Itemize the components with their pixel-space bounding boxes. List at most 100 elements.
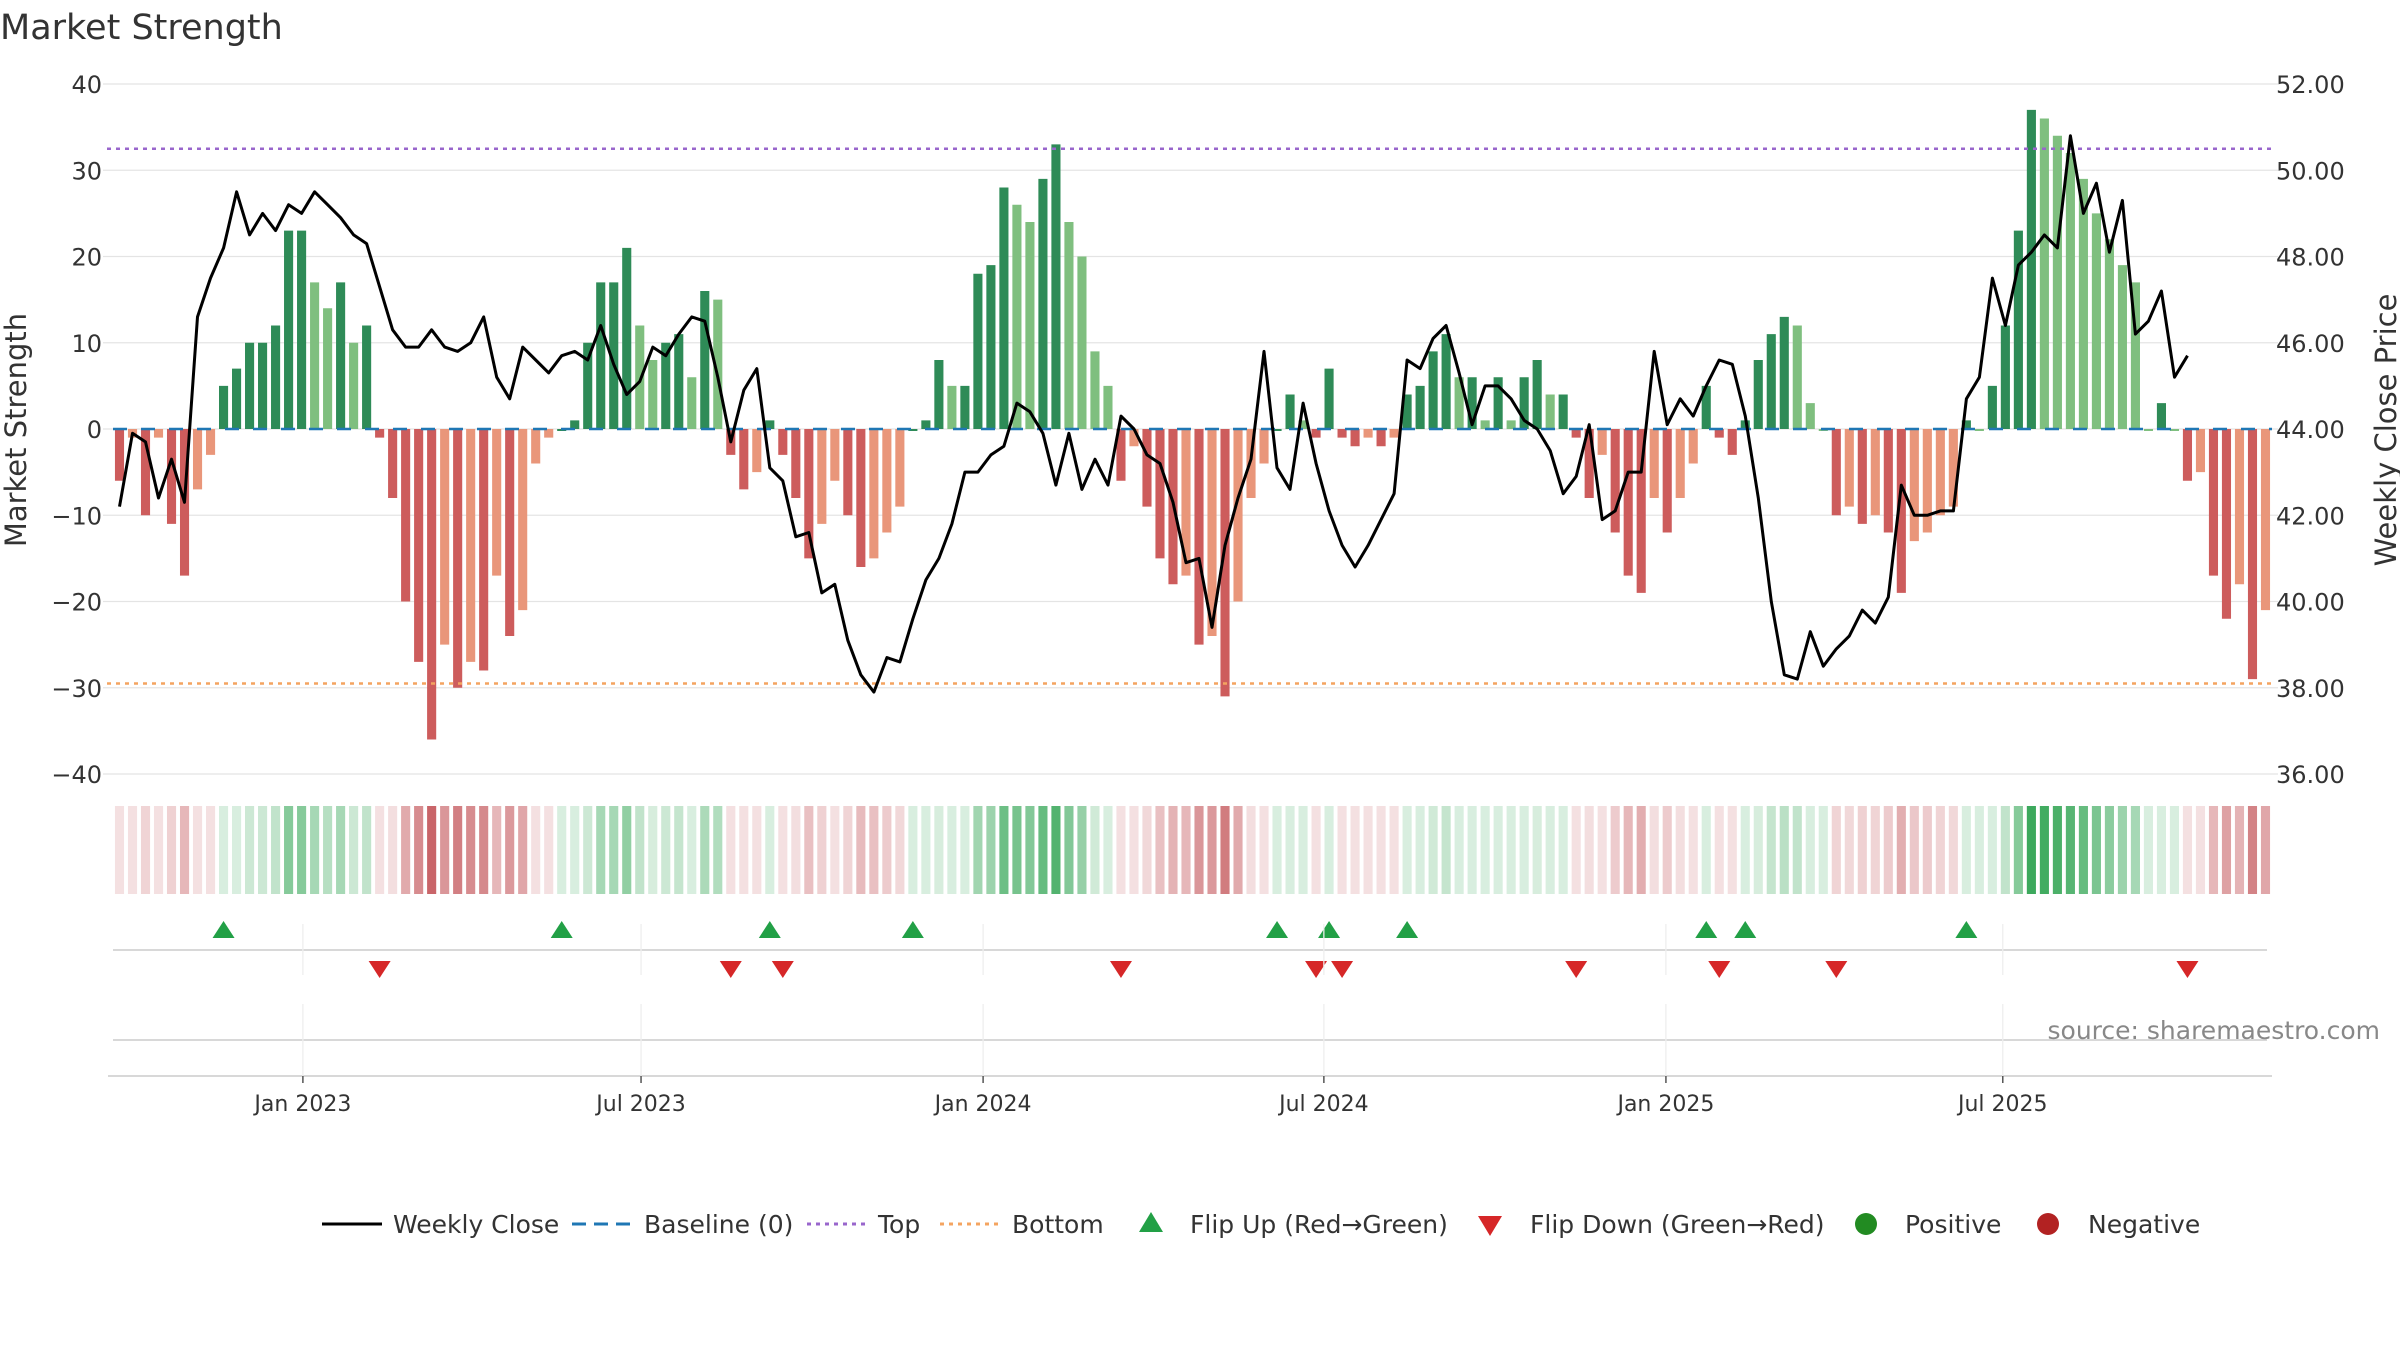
left-tick-label: 40 bbox=[71, 71, 102, 99]
heat-cell bbox=[1259, 806, 1269, 894]
heat-cell bbox=[2221, 806, 2232, 894]
strength-bar bbox=[791, 429, 801, 498]
heat-cell bbox=[1961, 806, 1971, 894]
strength-bar bbox=[1519, 377, 1529, 429]
strength-heat-strip bbox=[114, 806, 2271, 894]
heat-cell bbox=[2247, 806, 2258, 894]
heat-cell bbox=[1597, 806, 1607, 894]
heat-cell bbox=[1909, 806, 1919, 894]
strength-bar bbox=[1974, 429, 1984, 431]
right-axis-ticks: 52.00 50.00 48.00 46.00 44.00 42.00 40.00 38.00… bbox=[2276, 71, 2345, 789]
left-tick-label: −20 bbox=[51, 589, 102, 617]
strength-bar bbox=[192, 429, 203, 490]
heat-cell bbox=[1766, 806, 1776, 894]
strength-bar bbox=[388, 429, 398, 498]
left-tick-label: −40 bbox=[51, 761, 102, 789]
heat-cell bbox=[2169, 806, 2180, 894]
strength-bar bbox=[1584, 429, 1594, 498]
heat-cell bbox=[1662, 806, 1672, 894]
heat-cell bbox=[596, 806, 606, 894]
heat-cell bbox=[570, 806, 580, 894]
flip-down-marker bbox=[1708, 961, 1731, 978]
heat-cell bbox=[544, 806, 554, 894]
legend: Weekly Close Baseline (0) Top Bottom Fli… bbox=[322, 1210, 2200, 1239]
strength-bar bbox=[1402, 394, 1412, 429]
heat-cell bbox=[1870, 806, 1880, 894]
legend-weekly-close-label: Weekly Close bbox=[393, 1210, 559, 1239]
heat-cell bbox=[401, 806, 411, 894]
heat-cell bbox=[1116, 806, 1126, 894]
heat-cell bbox=[2182, 806, 2193, 894]
strength-bar bbox=[1987, 385, 1997, 429]
strength-bar bbox=[661, 342, 671, 429]
strength-bar bbox=[1558, 394, 1568, 429]
strength-bar bbox=[1506, 420, 1516, 429]
strength-bar bbox=[700, 291, 710, 429]
left-tick-label: 30 bbox=[71, 157, 102, 185]
strength-bar bbox=[518, 429, 528, 611]
heat-cell bbox=[674, 806, 684, 894]
heat-cell bbox=[1012, 806, 1022, 894]
heat-cell bbox=[414, 806, 424, 894]
heat-cell bbox=[1168, 806, 1178, 894]
heat-cell bbox=[1974, 806, 1984, 894]
flip-up-marker bbox=[1266, 921, 1289, 938]
date-axis-panel: Jan 2023 Jul 2023 Jan 2024 Jul 2024 Jan 2025… bbox=[108, 1004, 2272, 1117]
date-tick-label: Jul 2023 bbox=[594, 1092, 686, 1117]
heat-cell bbox=[2104, 806, 2114, 894]
flip-up-marker bbox=[1695, 921, 1718, 938]
heat-cell bbox=[2078, 806, 2088, 894]
right-tick-label: 44.00 bbox=[2276, 416, 2345, 444]
strength-bar bbox=[336, 282, 346, 429]
heat-cell bbox=[258, 806, 268, 894]
strength-bar bbox=[505, 429, 515, 636]
strength-bar bbox=[362, 325, 372, 429]
heat-cell bbox=[518, 806, 528, 894]
strength-bar bbox=[2169, 429, 2180, 431]
strength-bar bbox=[375, 429, 385, 438]
heat-cell bbox=[765, 806, 775, 894]
heat-cell bbox=[192, 806, 203, 894]
strength-bar bbox=[908, 429, 918, 431]
strength-bar bbox=[1662, 429, 1672, 533]
flip-down-marker bbox=[1825, 961, 1848, 978]
strength-bar bbox=[635, 325, 645, 429]
strength-bar bbox=[297, 230, 307, 429]
left-tick-label: 10 bbox=[71, 330, 102, 358]
heat-cell bbox=[310, 806, 320, 894]
heat-cell bbox=[713, 806, 723, 894]
heat-cell bbox=[882, 806, 892, 894]
right-tick-label: 52.00 bbox=[2276, 71, 2345, 99]
strength-bar bbox=[284, 230, 294, 429]
strength-bar bbox=[114, 429, 125, 481]
strength-bar bbox=[323, 308, 333, 429]
strength-bar bbox=[1233, 429, 1243, 602]
heat-cell bbox=[1051, 806, 1061, 894]
heat-cell bbox=[895, 806, 905, 894]
strength-bar bbox=[427, 429, 437, 740]
heat-cell bbox=[1935, 806, 1945, 894]
heat-cell bbox=[1233, 806, 1243, 894]
heat-cell bbox=[1103, 806, 1113, 894]
strength-bar bbox=[1350, 429, 1360, 447]
flip-up-marker bbox=[1396, 921, 1419, 938]
heat-cell bbox=[1350, 806, 1360, 894]
strength-bar bbox=[232, 368, 242, 429]
heat-cell bbox=[1025, 806, 1035, 894]
heat-cell bbox=[960, 806, 970, 894]
heat-cell bbox=[986, 806, 996, 894]
heat-cell bbox=[1987, 806, 1997, 894]
heat-cell bbox=[1558, 806, 1568, 894]
heat-cell bbox=[973, 806, 983, 894]
strength-bar bbox=[1727, 429, 1737, 455]
strength-bar bbox=[2260, 429, 2271, 611]
flip-down-marker bbox=[1305, 961, 1328, 978]
strength-bar bbox=[947, 385, 957, 429]
strength-bar bbox=[1493, 377, 1503, 429]
strength-bar bbox=[1844, 429, 1854, 507]
strength-bar bbox=[2013, 230, 2023, 429]
strength-bar bbox=[2221, 429, 2232, 619]
heat-cell bbox=[635, 806, 645, 894]
strength-bar bbox=[1363, 429, 1373, 438]
